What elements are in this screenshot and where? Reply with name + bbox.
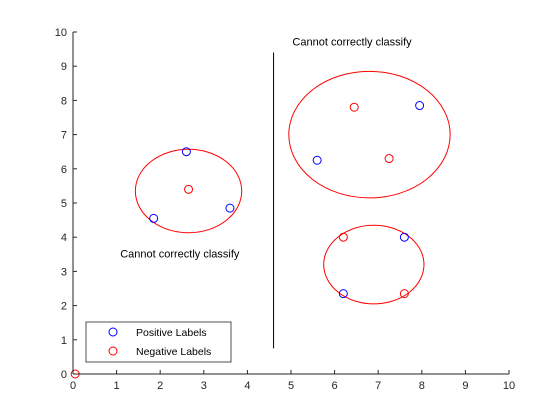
y-tick-label: 7 bbox=[61, 130, 67, 142]
x-tick-label: 6 bbox=[332, 380, 338, 392]
y-tick-label: 9 bbox=[61, 61, 67, 73]
annotation-left: Cannot correctly classify bbox=[120, 249, 240, 261]
x-tick-label: 4 bbox=[244, 380, 250, 392]
y-tick-label: 1 bbox=[61, 335, 67, 347]
legend-label-negative: Negative Labels bbox=[136, 346, 211, 358]
y-tick-label: 5 bbox=[61, 198, 67, 210]
x-tick-label: 9 bbox=[462, 380, 468, 392]
x-tick-label: 3 bbox=[201, 380, 207, 392]
legend-label-positive: Positive Labels bbox=[136, 327, 207, 339]
y-tick-label: 10 bbox=[55, 27, 67, 39]
x-tick-label: 7 bbox=[375, 380, 381, 392]
x-tick-label: 2 bbox=[157, 380, 163, 392]
x-tick-label: 8 bbox=[419, 380, 425, 392]
x-tick-label: 10 bbox=[503, 380, 515, 392]
annotation-top-right: Cannot correctly classify bbox=[292, 37, 412, 49]
y-tick-label: 4 bbox=[61, 232, 67, 244]
legend: Positive Labels Negative Labels bbox=[86, 322, 231, 362]
x-tick-label: 0 bbox=[70, 380, 76, 392]
y-tick-label: 8 bbox=[61, 95, 67, 107]
y-tick-label: 3 bbox=[61, 266, 67, 278]
x-tick-label: 5 bbox=[288, 380, 294, 392]
y-tick-label: 6 bbox=[61, 164, 67, 176]
x-tick-label: 1 bbox=[114, 380, 120, 392]
y-tick-label: 2 bbox=[61, 301, 67, 313]
y-tick-label: 0 bbox=[61, 369, 67, 381]
